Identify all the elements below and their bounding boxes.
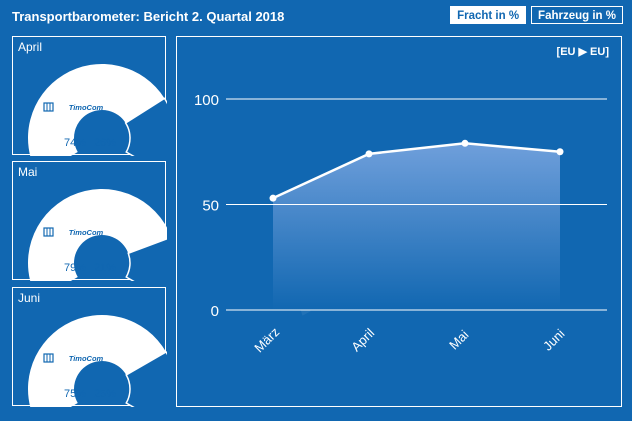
truck-icon xyxy=(124,226,137,237)
y-tick-label: 50 xyxy=(202,198,219,215)
gauge-panel-april: April TimoCom 74% 26% xyxy=(12,36,167,156)
y-tick-label: 100 xyxy=(194,92,219,109)
gauge-freight-segment xyxy=(28,314,167,407)
gauge-vehicle-segment xyxy=(125,238,167,281)
data-point xyxy=(556,148,564,156)
region-label: [EU ▶ EU] xyxy=(556,46,609,58)
gauge-month-label: Mai xyxy=(18,165,38,179)
tab-fahrzeug[interactable]: Fahrzeug in % xyxy=(531,6,623,24)
y-tick-label: 0 xyxy=(211,303,219,320)
data-point xyxy=(365,150,373,158)
freight-icon xyxy=(43,227,54,237)
data-point xyxy=(269,194,277,202)
timocom-logo: TimoCom xyxy=(69,103,104,112)
freight-percent-label: 75% xyxy=(64,388,86,400)
page-title: Transportbarometer: Bericht 2. Quartal 2… xyxy=(12,9,285,24)
freight-icon xyxy=(43,353,54,363)
area-chart: TimoCom050100MärzAprilMaiJuni xyxy=(194,92,607,355)
truck-icon xyxy=(124,352,137,363)
gauge-freight-segment xyxy=(28,189,167,281)
line-chart-panel: [EU ▶ EU] TimoCom050100MärzAprilMaiJuni xyxy=(176,36,622,407)
gauge-month-label: April xyxy=(18,40,43,54)
vehicle-percent-label: 26% xyxy=(94,137,116,149)
gauge-vehicle-segment xyxy=(124,97,167,156)
gauge-panel-juni: Juni TimoCom 75% 25% xyxy=(12,287,167,407)
truck-icon xyxy=(124,101,137,112)
x-tick-label: Mai xyxy=(446,327,471,352)
gauge-month-label: Juni xyxy=(18,291,41,305)
gauge-vehicle-segment xyxy=(125,350,167,407)
freight-percent-label: 79% xyxy=(64,262,86,274)
vehicle-percent-label: 21% xyxy=(94,262,116,274)
gauge-freight-segment xyxy=(28,64,165,156)
series-line xyxy=(272,142,561,200)
data-point xyxy=(461,139,469,147)
x-tick-label: März xyxy=(251,324,282,355)
gauge-chart: TimoCom 79% 21% xyxy=(28,189,167,281)
timocom-logo: TimoCom xyxy=(69,354,104,363)
gauge-chart: TimoCom 74% 26% xyxy=(28,64,167,156)
gauge-panel-mai: Mai TimoCom 79% 21% xyxy=(12,161,167,281)
freight-percent-label: 74% xyxy=(64,137,86,149)
area-fill xyxy=(273,143,560,310)
tab-fracht[interactable]: Fracht in % xyxy=(450,6,527,24)
view-tabs: Fracht in % Fahrzeug in % xyxy=(450,6,623,24)
timocom-logo: TimoCom xyxy=(69,228,104,237)
vehicle-percent-label: 25% xyxy=(94,388,116,400)
freight-icon xyxy=(43,102,54,112)
gauge-chart: TimoCom 75% 25% xyxy=(28,314,167,407)
x-tick-label: April xyxy=(348,325,377,354)
x-tick-label: Juni xyxy=(540,326,568,354)
